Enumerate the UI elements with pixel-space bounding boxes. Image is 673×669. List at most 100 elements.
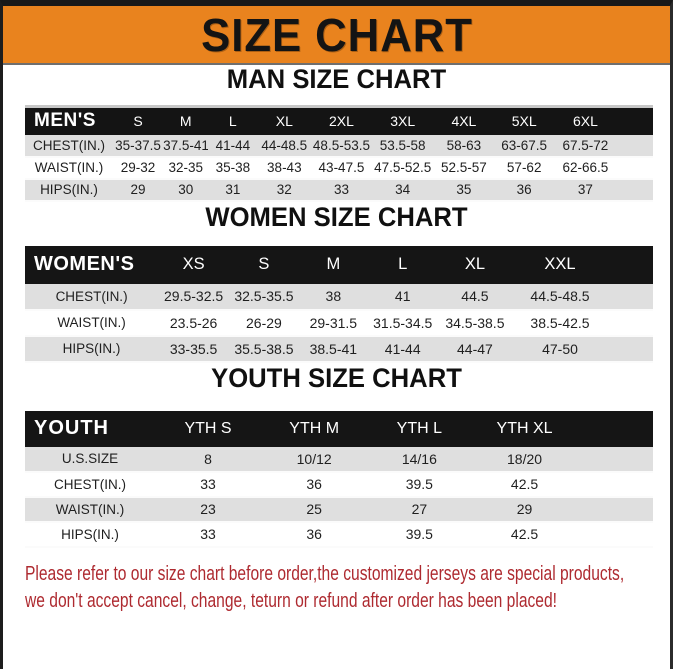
spacer-cell [577,446,653,472]
table-title-cell: YOUTH [25,410,155,447]
spacer-cell [577,471,653,497]
table-cell: 35.5-38.5 [229,335,299,362]
table-cell: 44.5 [437,283,513,310]
table-cell: 23 [154,496,262,522]
table-cell: 53.5-58 [371,134,434,157]
column-header: YTH M [261,410,368,447]
table-cell: 38.5-41 [298,335,368,362]
order-policy-line-2: we don't accept cancel, change, teturn o… [25,589,557,612]
table-cell: 29-31.5 [298,309,368,336]
table-header-row: MEN'S S M L XL 2XL 3XL 4XL 5XL 6XL [25,106,653,135]
table-cell: 29-32 [112,156,164,179]
column-header: XL [257,106,312,135]
table-cell: 33 [154,471,262,497]
table-cell: 47-50 [512,335,608,362]
table-cell: 44.5-48.5 [512,283,608,310]
table-cell: 25 [261,496,368,522]
table-cell: 44-47 [437,335,513,362]
table-cell: 34 [371,178,434,201]
table-cell: 38.5-42.5 [512,309,608,336]
table-cell: 43-47.5 [311,156,372,179]
row-label: WAIST(IN.) [25,156,113,179]
table-cell: 37 [554,178,617,201]
column-header: 4XL [433,106,495,135]
column-header: S [229,245,299,284]
row-label: WAIST(IN.) [25,496,155,522]
row-label: CHEST(IN.) [25,471,155,497]
spacer-cell [607,309,653,336]
table-cell: 41 [367,283,438,310]
spacer-cell [607,245,653,284]
table-cell: 10/12 [261,446,368,472]
table-row: HIPS(IN.) 33 36 39.5 42.5 [25,521,653,547]
table-cell: 48.5-53.5 [311,134,372,157]
column-header: M [163,106,209,135]
table-cell: 38 [298,283,368,310]
column-header: YTH L [367,410,472,447]
column-header: M [298,245,368,284]
table-cell: 42.5 [471,471,578,497]
table-row: WAIST(IN.) 29-32 32-35 35-38 38-43 43-47… [25,156,653,179]
table-row: HIPS(IN.) 33-35.5 35.5-38.5 38.5-41 41-4… [25,335,653,362]
table-cell: 26-29 [229,309,299,336]
table-cell: 39.5 [367,471,472,497]
order-policy-line-1: Please refer to our size chart before or… [25,562,625,585]
spacer-cell [616,178,653,201]
column-header: 3XL [371,106,434,135]
table-cell: 37.5-41 [163,134,209,157]
table-cell: 35-38 [208,156,258,179]
table-cell: 32 [257,178,312,201]
spacer-cell [616,106,653,135]
table-row: WAIST(IN.) 23 25 27 29 [25,496,653,522]
table-title-cell: MEN'S [25,106,113,135]
title-banner: SIZE CHART [3,6,670,65]
column-header: YTH S [154,410,262,447]
spacer-cell [616,134,653,157]
table-cell: 32.5-35.5 [229,283,299,310]
row-label: CHEST(IN.) [25,283,159,310]
column-header: XXL [512,245,608,284]
column-header: 6XL [554,106,617,135]
youth-section-heading: YOUTH SIZE CHART [211,362,462,393]
table-cell: 39.5 [367,521,472,547]
spacer-cell [577,496,653,522]
table-cell: 38-43 [257,156,312,179]
spacer-cell [607,283,653,310]
table-cell: 31.5-34.5 [367,309,438,336]
column-header: L [208,106,258,135]
row-label: HIPS(IN.) [25,178,113,201]
table-cell: 47.5-52.5 [371,156,434,179]
table-cell: 32-35 [163,156,209,179]
table-cell: 14/16 [367,446,472,472]
table-cell: 30 [163,178,209,201]
table-cell: 57-62 [494,156,555,179]
table-cell: 62-66.5 [554,156,617,179]
table-cell: 18/20 [471,446,578,472]
man-section-heading: MAN SIZE CHART [226,64,447,94]
table-cell: 52.5-57 [433,156,495,179]
table-cell: 35 [433,178,495,201]
table-cell: 29.5-32.5 [158,283,230,310]
youth-size-table: YOUTH YTH S YTH M YTH L YTH XL U.S.SIZE … [25,410,653,548]
row-label: CHEST(IN.) [25,134,113,157]
table-row: U.S.SIZE 8 10/12 14/16 18/20 [25,446,653,472]
table-header-row: YOUTH YTH S YTH M YTH L YTH XL [25,410,653,447]
table-cell: 41-44 [208,134,258,157]
table-cell: 36 [494,178,555,201]
table-cell: 35-37.5 [112,134,164,157]
column-header: 2XL [311,106,372,135]
table-cell: 67.5-72 [554,134,617,157]
table-cell: 23.5-26 [158,309,230,336]
table-cell: 58-63 [433,134,495,157]
table-cell: 29 [471,496,578,522]
table-cell: 36 [261,521,368,547]
table-row: CHEST(IN.) 29.5-32.5 32.5-35.5 38 41 44.… [25,283,653,310]
table-row: CHEST(IN.) 33 36 39.5 42.5 [25,471,653,497]
row-label: WAIST(IN.) [25,309,159,336]
spacer-cell [607,335,653,362]
table-cell: 44-48.5 [257,134,312,157]
spacer-cell [577,521,653,547]
table-row: HIPS(IN.) 29 30 31 32 33 34 35 36 37 [25,178,653,201]
table-cell: 33 [311,178,372,201]
table-cell: 63-67.5 [494,134,555,157]
